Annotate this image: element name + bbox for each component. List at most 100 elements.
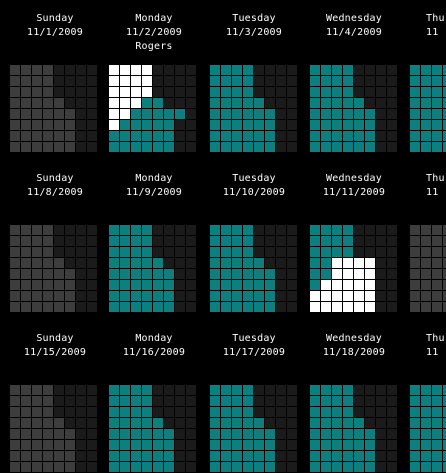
time-slot[interactable]	[376, 258, 386, 268]
time-slot[interactable]	[54, 396, 64, 406]
time-slot[interactable]	[276, 407, 286, 417]
time-slot[interactable]	[410, 87, 420, 97]
time-slot[interactable]	[276, 462, 286, 472]
time-slot[interactable]	[287, 269, 297, 279]
time-slot[interactable]	[76, 109, 86, 119]
time-slot[interactable]	[65, 98, 75, 108]
time-slot[interactable]	[321, 440, 331, 450]
time-slot[interactable]	[387, 451, 397, 461]
time-slot[interactable]	[287, 142, 297, 152]
day-cell[interactable]: Wednesday 11/18/2009	[309, 332, 399, 360]
time-slot[interactable]	[54, 247, 64, 257]
time-slot[interactable]	[321, 396, 331, 406]
time-slot[interactable]	[443, 291, 446, 301]
time-slot[interactable]	[387, 385, 397, 395]
time-slot[interactable]	[310, 142, 320, 152]
time-slot[interactable]	[221, 462, 231, 472]
time-slot[interactable]	[365, 451, 375, 461]
time-slot[interactable]	[87, 247, 97, 257]
time-slot[interactable]	[232, 291, 242, 301]
time-slot[interactable]	[432, 120, 442, 130]
time-slot[interactable]	[210, 65, 220, 75]
time-slot[interactable]	[21, 76, 31, 86]
time-slot[interactable]	[142, 385, 152, 395]
time-slot[interactable]	[164, 131, 174, 141]
time-slot[interactable]	[142, 451, 152, 461]
time-slot[interactable]	[254, 440, 264, 450]
time-slot[interactable]	[186, 291, 196, 301]
time-slot[interactable]	[210, 407, 220, 417]
time-slot[interactable]	[343, 407, 353, 417]
time-slot[interactable]	[332, 87, 342, 97]
time-slot[interactable]	[210, 385, 220, 395]
time-slot[interactable]	[443, 142, 446, 152]
time-slot[interactable]	[175, 87, 185, 97]
time-slot[interactable]	[87, 385, 97, 395]
time-slot[interactable]	[232, 462, 242, 472]
time-slot[interactable]	[243, 462, 253, 472]
time-slot[interactable]	[443, 269, 446, 279]
time-slot[interactable]	[432, 87, 442, 97]
time-slot[interactable]	[120, 291, 130, 301]
time-slot[interactable]	[54, 120, 64, 130]
time-slot[interactable]	[276, 109, 286, 119]
time-slot[interactable]	[131, 451, 141, 461]
time-slot[interactable]	[443, 225, 446, 235]
time-slot[interactable]	[43, 87, 53, 97]
time-slot[interactable]	[186, 258, 196, 268]
time-slot[interactable]	[210, 280, 220, 290]
time-slot[interactable]	[221, 258, 231, 268]
time-slot[interactable]	[354, 291, 364, 301]
time-slot[interactable]	[32, 385, 42, 395]
time-slot[interactable]	[321, 236, 331, 246]
time-slot[interactable]	[153, 269, 163, 279]
time-slot[interactable]	[164, 109, 174, 119]
time-slot[interactable]	[153, 87, 163, 97]
time-slot[interactable]	[443, 280, 446, 290]
time-slot[interactable]	[10, 247, 20, 257]
time-slot[interactable]	[365, 120, 375, 130]
time-slot[interactable]	[210, 109, 220, 119]
time-slot[interactable]	[43, 65, 53, 75]
time-slot[interactable]	[109, 87, 119, 97]
time-slot[interactable]	[310, 131, 320, 141]
time-slot[interactable]	[21, 396, 31, 406]
time-slot[interactable]	[65, 302, 75, 312]
time-slot[interactable]	[310, 87, 320, 97]
time-slot[interactable]	[175, 385, 185, 395]
time-slot[interactable]	[54, 65, 64, 75]
time-slot[interactable]	[443, 236, 446, 246]
time-slot[interactable]	[164, 407, 174, 417]
time-slot[interactable]	[387, 407, 397, 417]
time-slot[interactable]	[421, 247, 431, 257]
time-slot[interactable]	[387, 302, 397, 312]
day-cell[interactable]: Sunday 11/1/2009	[10, 12, 100, 40]
time-slot[interactable]	[254, 462, 264, 472]
time-slot[interactable]	[265, 407, 275, 417]
time-slot[interactable]	[210, 225, 220, 235]
time-slot[interactable]	[376, 291, 386, 301]
time-slot[interactable]	[87, 142, 97, 152]
time-slot[interactable]	[276, 247, 286, 257]
time-slot[interactable]	[254, 65, 264, 75]
time-slot[interactable]	[186, 120, 196, 130]
time-slot[interactable]	[310, 462, 320, 472]
time-slot[interactable]	[131, 429, 141, 439]
time-slot[interactable]	[232, 269, 242, 279]
time-slot[interactable]	[120, 269, 130, 279]
time-slot[interactable]	[276, 418, 286, 428]
time-slot[interactable]	[221, 120, 231, 130]
time-slot[interactable]	[131, 142, 141, 152]
time-slot[interactable]	[131, 65, 141, 75]
time-slot[interactable]	[210, 76, 220, 86]
time-slot[interactable]	[10, 440, 20, 450]
time-slot[interactable]	[365, 65, 375, 75]
time-slot[interactable]	[10, 225, 20, 235]
time-slot[interactable]	[254, 87, 264, 97]
time-slot[interactable]	[365, 142, 375, 152]
time-slot[interactable]	[265, 65, 275, 75]
time-slot[interactable]	[232, 131, 242, 141]
time-slot[interactable]	[21, 98, 31, 108]
time-slot[interactable]	[365, 418, 375, 428]
time-slot[interactable]	[310, 225, 320, 235]
